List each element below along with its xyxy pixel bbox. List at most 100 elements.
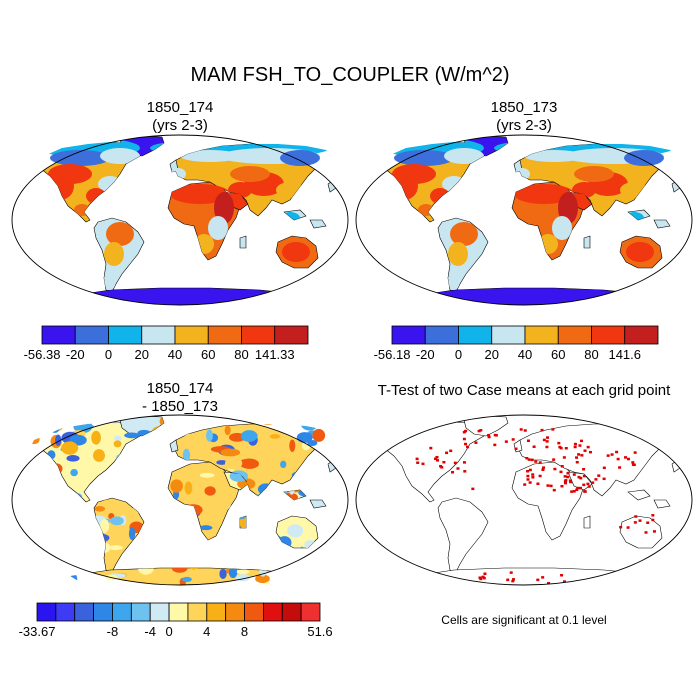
- field-patch: [125, 469, 146, 482]
- colorbar-swatch: [206, 602, 227, 622]
- field-patch: [77, 523, 88, 536]
- field-patch: [84, 503, 96, 508]
- island: [331, 541, 341, 553]
- colorbar-tick-label: 60: [201, 347, 216, 362]
- field-patch: [50, 543, 70, 552]
- colorbar-swatch: [281, 602, 302, 622]
- significant-cell: [525, 456, 529, 460]
- field-patch: [158, 572, 168, 581]
- significant-cell: [619, 525, 623, 529]
- field-patch: [298, 546, 306, 556]
- significant-cell: [453, 461, 457, 465]
- significant-cell: [634, 515, 638, 518]
- field-patch: [148, 431, 163, 443]
- panel-4-title-line1: T-Test of two Case means at each grid po…: [377, 382, 671, 399]
- significant-cell: [560, 484, 564, 488]
- island: [309, 499, 327, 509]
- significant-cell: [456, 467, 460, 470]
- field-patch: [310, 547, 330, 554]
- field-patch: [32, 492, 37, 503]
- field-patch: [109, 469, 119, 481]
- significant-cell: [572, 473, 576, 476]
- field-patch: [44, 511, 63, 525]
- field-patch: [624, 150, 664, 166]
- field-patch: [91, 430, 101, 445]
- island: [583, 235, 591, 249]
- significant-cell: [526, 474, 530, 478]
- colorbar-swatch: [93, 602, 113, 622]
- colorbar-swatch: [174, 325, 209, 345]
- figure-title: MAM FSH_TO_COUPLER (W/m^2): [190, 64, 510, 86]
- field-patch: [189, 561, 199, 570]
- map-panel-2: [355, 134, 693, 306]
- field-patch: [294, 503, 315, 514]
- significant-cell: [471, 487, 475, 491]
- island: [169, 439, 179, 453]
- field-patch: [323, 521, 332, 533]
- colorbar-tick-label: -8: [106, 624, 119, 639]
- significant-cell: [415, 457, 419, 461]
- field-patch: [72, 416, 87, 421]
- significant-cell: [580, 454, 584, 457]
- island: [331, 261, 341, 273]
- field-patch: [223, 416, 230, 423]
- field-patch: [55, 434, 62, 446]
- significant-cell: [558, 445, 562, 449]
- field-patch: [52, 482, 59, 493]
- significant-cell: [626, 526, 630, 529]
- colorbar-tick-label: 8: [240, 624, 249, 639]
- field-patch: [206, 429, 213, 442]
- field-patch: [282, 242, 310, 262]
- significant-cell: [504, 440, 508, 443]
- significant-cell: [434, 457, 438, 461]
- significant-cell: [540, 428, 544, 432]
- field-patch: [390, 172, 418, 200]
- field-patch: [50, 150, 110, 166]
- field-patch: [129, 445, 141, 456]
- significant-cell: [528, 481, 532, 484]
- island: [583, 515, 591, 529]
- panel-1-title: 1850_174 (yrs 2-3): [80, 99, 280, 135]
- field-patch: [181, 576, 192, 582]
- colorbar-swatch: [557, 325, 592, 345]
- significant-cell: [579, 476, 583, 480]
- colorbar-tick-label: -56.18: [373, 347, 411, 362]
- field-patch: [252, 494, 267, 500]
- significant-cell: [580, 439, 584, 443]
- field-patch: [524, 150, 584, 162]
- field-patch: [50, 425, 60, 433]
- field-patch: [145, 465, 163, 475]
- field-patch: [298, 488, 317, 497]
- significant-cell: [610, 453, 614, 456]
- colorbar-swatch: [225, 602, 245, 622]
- significant-cell: [542, 466, 546, 469]
- colorbar-1: [41, 325, 309, 345]
- significant-cell: [477, 429, 481, 433]
- continent-australia: [619, 515, 663, 549]
- field-patch: [194, 234, 214, 254]
- field-patch: [41, 536, 55, 546]
- field-patch: [66, 455, 80, 462]
- significant-cell: [416, 461, 420, 464]
- significant-cell: [586, 445, 590, 449]
- significance-note: Cells are significant at 0.1 level: [441, 613, 607, 627]
- field-patch: [94, 534, 105, 548]
- colorbar-swatch: [624, 325, 659, 345]
- panel-2-title-line2: (yrs 2-3): [496, 117, 552, 134]
- field-patch: [219, 568, 227, 580]
- colorbar-swatch: [187, 602, 208, 622]
- field-patch: [182, 448, 191, 462]
- island: [627, 489, 651, 501]
- field-patch: [87, 517, 95, 525]
- field-patch: [32, 435, 40, 445]
- field-patch: [176, 516, 185, 530]
- significant-cell: [564, 446, 568, 450]
- colorbar-tick-label: 51.6: [307, 624, 333, 639]
- significant-cell: [563, 480, 567, 483]
- field-patch: [104, 270, 116, 290]
- significant-cell: [449, 449, 453, 453]
- field-patch: [202, 419, 218, 426]
- field-patch: [326, 417, 333, 424]
- field-patch: [207, 537, 223, 548]
- field-patch: [37, 542, 51, 549]
